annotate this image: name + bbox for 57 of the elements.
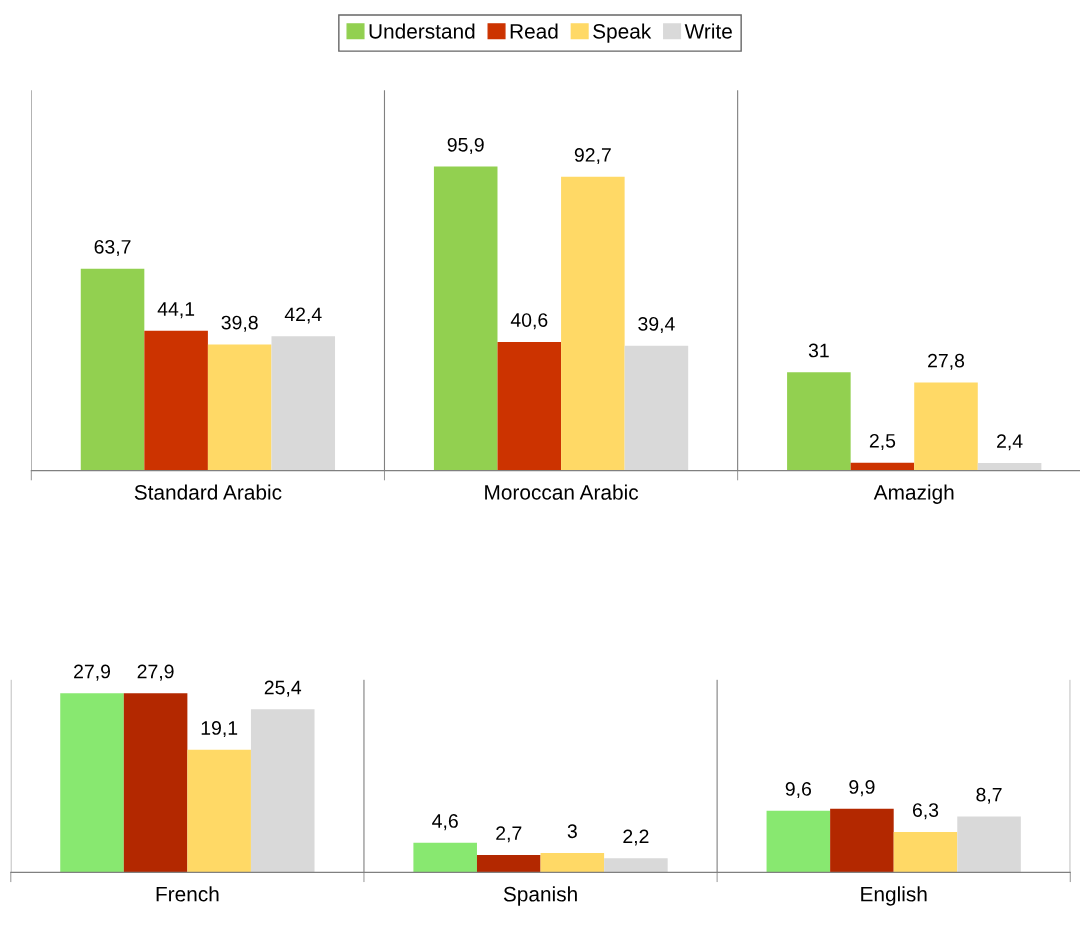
data-label: 2,7	[496, 826, 522, 843]
data-label: 4,6	[432, 814, 458, 831]
bar	[250, 709, 315, 873]
data-label: 31	[808, 343, 829, 358]
x-tick-label: French	[156, 886, 219, 902]
data-label: 19,1	[201, 721, 238, 738]
bar	[624, 345, 689, 471]
bar	[957, 816, 1021, 873]
data-label: 39,8	[221, 315, 258, 332]
bar	[80, 268, 145, 471]
bar	[540, 853, 605, 873]
x-tick-label: Spanish	[503, 886, 577, 906]
data-label: 42,4	[284, 307, 322, 324]
legend-label: Speak	[593, 23, 652, 43]
bar	[433, 166, 498, 471]
x-tick-label: Moroccan Arabic	[485, 484, 639, 500]
bar	[561, 176, 625, 471]
bar	[893, 831, 958, 873]
bar	[413, 842, 477, 873]
x-tick-label: Standard Arabic	[134, 484, 282, 500]
data-label: 92,7	[574, 148, 611, 165]
bar	[187, 749, 251, 873]
data-label: 40,6	[510, 313, 548, 330]
data-label: 8,7	[976, 787, 1002, 804]
legend-label: Write	[684, 23, 732, 39]
x-tick-label: English	[861, 886, 927, 906]
data-label: 2,2	[623, 829, 649, 846]
bar	[830, 808, 894, 873]
data-label: 95,9	[447, 137, 484, 154]
x-tick-label: Amazigh	[873, 484, 954, 504]
data-label: 27,9	[137, 664, 174, 681]
data-label: 63,7	[94, 239, 131, 257]
bar	[977, 462, 1042, 471]
legend-label: Read	[510, 23, 558, 39]
data-label: 6,3	[912, 803, 939, 820]
data-label: 44,1	[157, 302, 195, 319]
bar	[497, 341, 562, 471]
bar	[60, 693, 124, 873]
data-label: 9,9	[849, 780, 875, 797]
data-label: 9,6	[785, 782, 812, 799]
data-label: 39,4	[638, 316, 675, 334]
data-label: 25,4	[264, 680, 302, 697]
data-label: 2,5	[869, 433, 896, 450]
data-label: 27,8	[928, 353, 965, 370]
bar	[766, 810, 831, 873]
bar	[144, 330, 208, 471]
legend-label: Understand	[369, 23, 475, 39]
bar	[476, 855, 541, 873]
data-label: 3	[567, 824, 577, 839]
bar	[207, 344, 272, 471]
bar	[123, 693, 188, 873]
data-label: 27,9	[74, 664, 111, 681]
bar	[271, 336, 336, 471]
bar	[914, 382, 978, 471]
bar	[787, 372, 851, 471]
bar	[604, 858, 668, 873]
data-label: 2,4	[997, 434, 1023, 451]
